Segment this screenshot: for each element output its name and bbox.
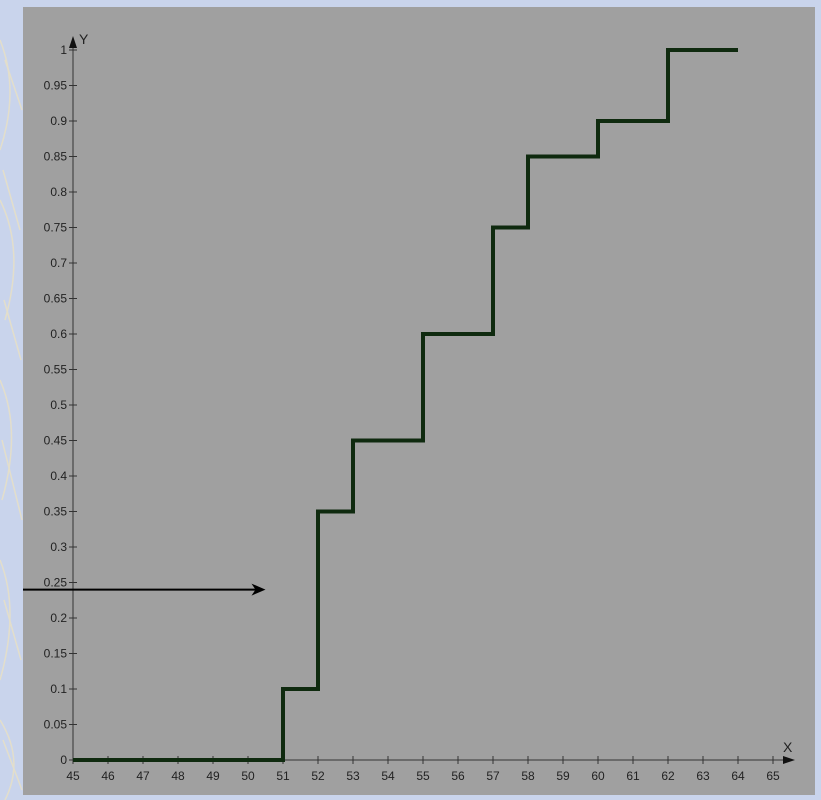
annotations	[23, 583, 266, 596]
x-axis-arrow	[783, 756, 795, 764]
x-tick-label: 46	[101, 769, 115, 783]
x-tick-label: 50	[241, 769, 255, 783]
step-line	[73, 48, 738, 762]
y-tick-label: 0.55	[44, 363, 68, 377]
x-tick-label: 62	[661, 769, 675, 783]
step-chart: Y 0 0.05 0.1 0.15 0.2 0.25 0.3 0.35 0.4 0.45 0.5 0.5…	[23, 31, 795, 783]
y-tick-label: 0.1	[50, 682, 67, 696]
x-tick-label: 58	[521, 769, 535, 783]
y-tick-label: 0.95	[44, 79, 68, 93]
x-tick-label: 55	[416, 769, 430, 783]
x-tick-label: 59	[556, 769, 570, 783]
y-tick-label: 0.05	[44, 718, 68, 732]
y-tick-label: 0.5	[50, 398, 67, 412]
y-axis-label: Y	[79, 31, 89, 47]
y-axis: Y 0 0.05 0.1 0.15 0.2 0.25 0.3 0.35 0.4 0.45 0.5 0.5…	[44, 31, 89, 767]
y-tick-label: 0.85	[44, 150, 68, 164]
y-tick-label: 0.8	[50, 185, 67, 199]
x-tick-label: 52	[311, 769, 325, 783]
y-tick-label: 0.3	[50, 540, 67, 554]
x-tick-label: 54	[381, 769, 395, 783]
x-tick-label: 65	[766, 769, 780, 783]
x-tick-label: 56	[451, 769, 465, 783]
plot-area: Y 0 0.05 0.1 0.15 0.2 0.25 0.3 0.35 0.4 0.45 0.5 0.5…	[23, 7, 815, 795]
y-tick-label: 0.45	[44, 434, 68, 448]
y-tick-label: 0.2	[50, 611, 67, 625]
y-tick-label: 0.35	[44, 505, 68, 519]
x-tick-label: 64	[731, 769, 745, 783]
y-tick-label: 0.15	[44, 647, 68, 661]
y-tick-label: 0.7	[50, 256, 67, 270]
x-tick-label: 57	[486, 769, 500, 783]
x-tick-label: 60	[591, 769, 605, 783]
x-tick-label: 47	[136, 769, 150, 783]
x-tick-label: 48	[171, 769, 185, 783]
x-tick-label: 61	[626, 769, 640, 783]
series	[72, 48, 739, 762]
x-tick-label: 51	[276, 769, 290, 783]
y-tick-label: 0.9	[50, 114, 67, 128]
x-tick-label: 45	[66, 769, 80, 783]
x-tick-label: 49	[206, 769, 220, 783]
y-tick-label: 0.4	[50, 469, 67, 483]
x-tick-label: 63	[696, 769, 710, 783]
annotation-arrow-head	[251, 583, 266, 596]
y-tick-label: 0.25	[44, 576, 68, 590]
y-tick-label: 0	[60, 753, 67, 767]
y-tick-label: 0.6	[50, 327, 67, 341]
y-tick-label: 1	[60, 43, 67, 57]
x-axis-label: X	[783, 739, 793, 755]
y-axis-arrow	[69, 36, 77, 48]
y-tick-label: 0.65	[44, 292, 68, 306]
x-tick-label: 53	[346, 769, 360, 783]
y-tick-label: 0.75	[44, 221, 68, 235]
x-axis: X 45 46 47 48 49 50 51 52 53 54 55 56 57 58 59 60 61 62 63 6…	[66, 739, 795, 783]
